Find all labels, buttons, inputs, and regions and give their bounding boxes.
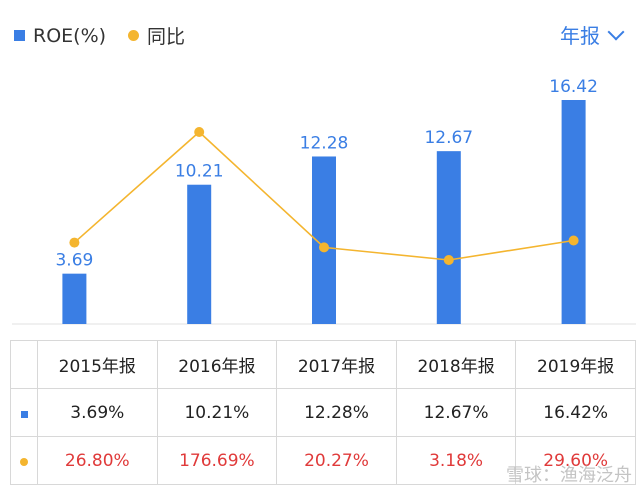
yoy-point[interactable]: [319, 242, 329, 253]
roe-row-swatch: [20, 410, 28, 418]
table-header-cell: 2019年报: [515, 340, 636, 389]
roe-bar-label: 3.69: [55, 251, 93, 271]
table-cell: 10.21%: [156, 388, 278, 437]
table-header-cell: 2018年报: [395, 340, 517, 389]
yoy-point[interactable]: [443, 255, 454, 265]
roe-bar-label: 10.21: [175, 162, 224, 182]
table-header-cell: 2017年报: [276, 340, 397, 389]
yoy-point[interactable]: [69, 237, 80, 248]
roe-bar-label: 12.67: [424, 128, 473, 148]
roe-bar-label: 12.28: [300, 133, 349, 153]
yoy-legend-label: 同比: [147, 26, 186, 48]
table-cell: 29.60%: [515, 436, 636, 485]
yoy-legend-swatch: [128, 30, 140, 41]
roe-bar-label: 16.42: [549, 77, 598, 97]
data-table: 2015年报 2016年报 2017年报 2018年报 2019年报 3.69%…: [10, 340, 636, 485]
table-cell: 26.80%: [37, 436, 158, 485]
roe-bar[interactable]: [187, 184, 212, 324]
table-cell: 12.28%: [276, 388, 397, 437]
table-header-cell: 2016年报: [156, 340, 278, 389]
table-cell: 3.69%: [37, 388, 158, 437]
table-cell: 176.69%: [156, 436, 278, 485]
table-row-yoy: 26.80% 176.69% 20.27% 3.18% 29.60%: [10, 436, 636, 485]
roe-bar[interactable]: [561, 100, 586, 324]
period-selector[interactable]: 年报: [560, 20, 625, 49]
roe-bar[interactable]: [436, 151, 461, 324]
table-cell: 3.18%: [395, 436, 517, 485]
table-cell: 20.27%: [276, 436, 397, 485]
table-header-row: 2015年报 2016年报 2017年报 2018年报 2019年报: [10, 340, 636, 389]
yoy-point[interactable]: [194, 127, 205, 137]
table-header-cell: 2015年报: [37, 340, 158, 389]
chart-legend: ROE(%) 同比: [14, 22, 185, 49]
roe-legend-label: ROE(%): [33, 24, 107, 47]
table-row-roe: 3.69% 10.21% 12.28% 12.67% 16.42%: [10, 388, 636, 437]
roe-legend-swatch: [14, 30, 25, 41]
period-selector-label: 年报: [560, 24, 600, 48]
roe-bar[interactable]: [62, 273, 87, 324]
table-cell: 12.67%: [395, 388, 517, 437]
roe-chart: 3.69 10.21 12.28 12.67 16.42: [12, 77, 636, 325]
yoy-row-swatch: [20, 457, 28, 466]
watermark: 雪球：渔海泛舟: [506, 465, 632, 486]
yoy-point[interactable]: [568, 235, 579, 246]
table-cell: 16.42%: [515, 388, 636, 437]
